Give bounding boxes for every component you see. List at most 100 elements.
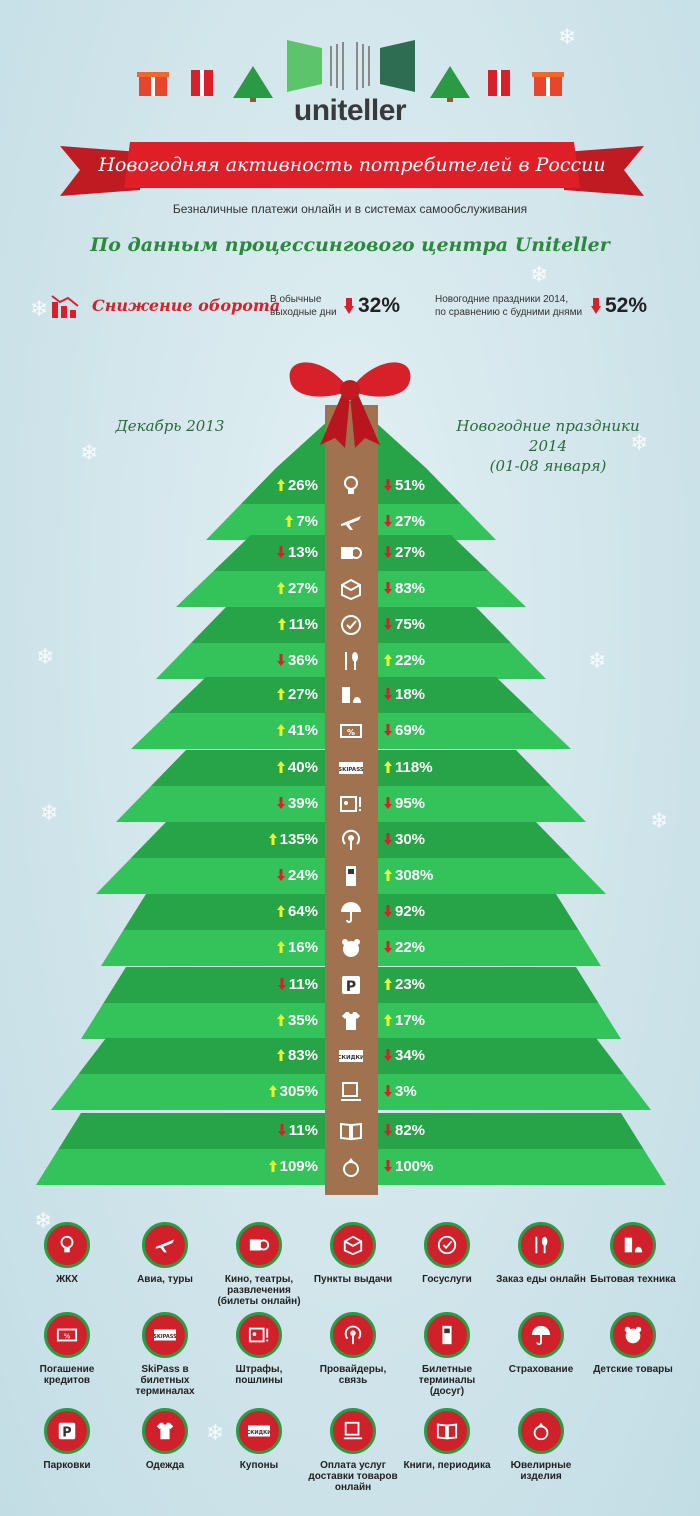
right-percent: 75% — [384, 616, 425, 633]
left-percent-value: 13% — [287, 544, 318, 561]
legend-item-credit: % Погашение кредитов — [22, 1312, 112, 1386]
right-percent: 23% — [384, 976, 425, 993]
legend-label: Кино, театры, развлечения (билеты онлайн… — [217, 1274, 301, 1307]
legend-item-ticket: Кино, театры, развлечения (билеты онлайн… — [214, 1222, 304, 1307]
snowflake-icon: ❄ — [588, 648, 607, 673]
chart-down-icon — [51, 295, 79, 318]
subtitle: Безналичные платежи онлайн и в системах … — [172, 202, 528, 216]
umbrella-icon — [518, 1312, 564, 1358]
gifts-right-icon — [430, 66, 564, 102]
legend-item-plane: Авиа, туры — [120, 1222, 210, 1285]
left-percent-value: 41% — [287, 722, 318, 739]
left-percent: 109% — [268, 1158, 318, 1175]
plane-icon — [142, 1222, 188, 1268]
book-icon — [424, 1408, 470, 1454]
coupon-icon: СКИДКИ — [236, 1408, 282, 1454]
terminal-icon — [336, 864, 366, 890]
left-percent: 36% — [276, 652, 318, 669]
right-percent-value: 22% — [395, 939, 426, 956]
snowflake-icon: ❄ — [206, 1420, 225, 1445]
right-percent: 22% — [384, 652, 425, 669]
right-percent: 27% — [384, 544, 425, 561]
gov-icon — [336, 613, 366, 639]
gifts-left-icon — [137, 66, 273, 102]
right-percent-value: 308% — [395, 867, 434, 884]
holiday-note-line1: Новогодние праздники 2014, — [435, 294, 569, 305]
left-percent: 16% — [276, 939, 318, 956]
legend-item-terminal: Билетные терминалы (досуг) — [402, 1312, 492, 1397]
svg-text:СКИДКИ: СКИДКИ — [339, 1055, 363, 1061]
legend-label: Одежда — [145, 1460, 185, 1471]
snowflake-icon: ❄ — [40, 800, 59, 825]
logo: uniteller — [0, 36, 700, 127]
left-percent-value: 64% — [287, 903, 318, 920]
right-percent: 17% — [384, 1012, 425, 1029]
left-percent-value: 11% — [288, 616, 318, 633]
left-percent: 24% — [276, 867, 318, 884]
right-percent-value: 92% — [395, 903, 426, 920]
ticket-icon — [236, 1222, 282, 1268]
plane-icon — [336, 510, 366, 536]
legend-item-book: Книги, периодика — [402, 1408, 492, 1471]
credit-icon: % — [44, 1312, 90, 1358]
left-percent: 135% — [268, 831, 318, 848]
snowflake-icon: ❄ — [34, 1208, 53, 1233]
right-percent-value: 118% — [395, 759, 433, 776]
legend-item-bear: Детские товары — [588, 1312, 678, 1375]
legend-label: Парковки — [43, 1460, 91, 1471]
bulb-icon — [336, 474, 366, 500]
legend-item-ring: Ювелирные изделия — [496, 1408, 586, 1482]
legend-label: SkiPass в билетных терминалах — [135, 1364, 195, 1397]
arrow-down-icon — [591, 298, 601, 314]
snowflake-icon: ❄ — [650, 808, 669, 833]
appliance-icon — [610, 1222, 656, 1268]
delivery-icon — [330, 1408, 376, 1454]
left-percent: 39% — [276, 795, 318, 812]
legend-label: ЖКХ — [56, 1274, 78, 1285]
legend-item-shirt: Одежда — [120, 1408, 210, 1471]
left-percent-value: 26% — [287, 477, 318, 494]
left-percent-value: 83% — [287, 1047, 318, 1064]
left-percent-value: 109% — [279, 1158, 318, 1175]
bear-icon — [610, 1312, 656, 1358]
umbrella-icon — [336, 900, 366, 926]
ring-icon — [518, 1408, 564, 1454]
left-percent: 64% — [276, 903, 318, 920]
bulb-icon — [44, 1222, 90, 1268]
right-percent: 308% — [384, 867, 433, 884]
legend-label: Погашение кредитов — [39, 1364, 95, 1386]
left-percent: 7% — [285, 513, 318, 530]
right-percent-value: 23% — [395, 976, 426, 993]
right-percent-value: 17% — [395, 1012, 426, 1029]
bear-icon — [336, 936, 366, 962]
right-percent: 27% — [384, 513, 425, 530]
left-percent: 11% — [277, 976, 318, 993]
appliance-icon — [336, 683, 366, 709]
book-icon — [336, 1119, 366, 1145]
right-column-title-line1: Новогодние праздники 2014 — [456, 417, 640, 455]
right-percent: 118% — [384, 759, 433, 776]
left-percent-value: 24% — [287, 867, 318, 884]
data-source: По данным процессингового центра Unitell… — [90, 234, 610, 256]
right-percent: 83% — [384, 580, 425, 597]
right-percent-value: 83% — [395, 580, 426, 597]
legend-label: Авиа, туры — [137, 1274, 193, 1285]
legend-item-umbrella: Страхование — [496, 1312, 586, 1375]
terminal-icon — [424, 1312, 470, 1358]
parking-icon: P — [336, 973, 366, 999]
box-icon — [330, 1222, 376, 1268]
left-percent: 11% — [277, 616, 318, 633]
left-percent-value: 27% — [287, 580, 318, 597]
left-percent-value: 16% — [287, 939, 318, 956]
right-column-title-line2: (01-08 января) — [489, 457, 607, 475]
bow-icon — [289, 362, 411, 448]
legend-label: Оплата услуг доставки товаров онлайн — [308, 1460, 398, 1493]
right-percent-value: 27% — [395, 544, 426, 561]
right-percent-value: 3% — [395, 1083, 417, 1100]
snowflake-icon: ❄ — [630, 430, 649, 455]
right-percent-value: 69% — [395, 722, 426, 739]
right-percent-value: 100% — [395, 1158, 434, 1175]
provider-icon — [330, 1312, 376, 1358]
left-percent: 40% — [276, 759, 318, 776]
legend-item-gov: Госуслуги — [402, 1222, 492, 1285]
